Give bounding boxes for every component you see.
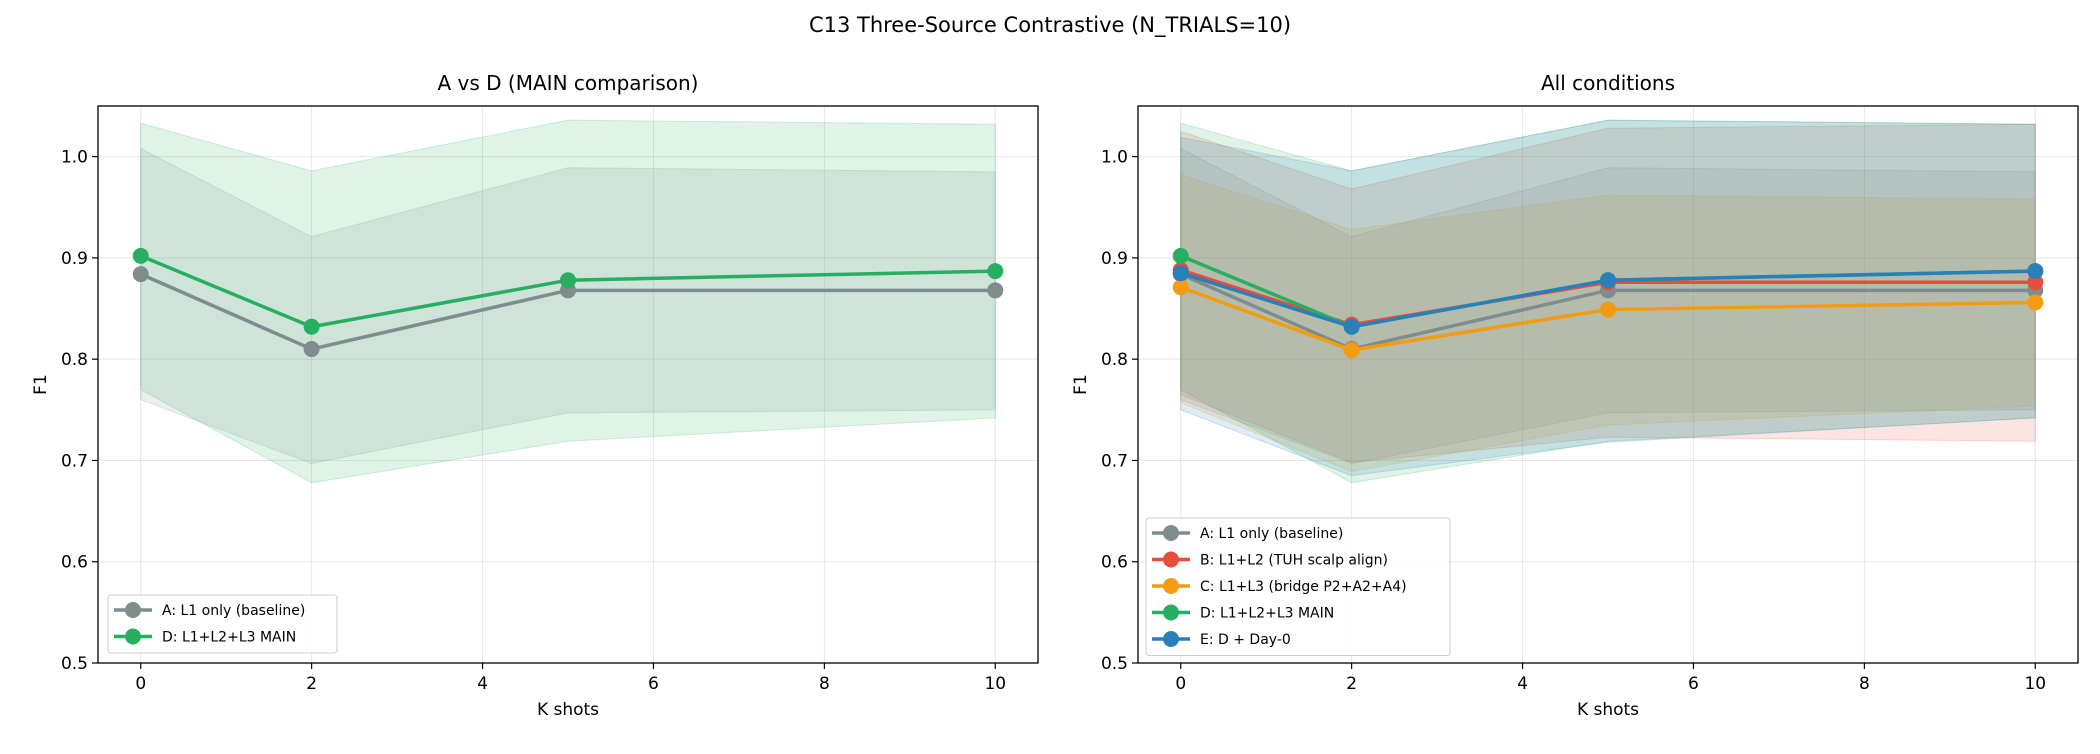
legend-marker (1163, 525, 1179, 541)
legend-item: D: L1+L2+L3 MAIN (1152, 604, 1334, 622)
subplot-a-vs-d: 0 2 4 6 8 10 0.5 0.6 0.7 0.8 0.9 1.0 A vs D (MAIN co… (31, 71, 1039, 720)
data-point (1343, 342, 1360, 359)
x-axis-label: K shots (1577, 700, 1639, 720)
y-tick-label: 0.6 (61, 553, 88, 573)
legend-marker (125, 602, 141, 618)
series-line (1180, 285, 2036, 352)
legend-label: C: L1+L3 (bridge P2+A2+A4) (1200, 579, 1407, 595)
legend-marker (125, 628, 141, 645)
legend-label: D: L1+L2+L3 MAIN (162, 630, 296, 646)
y-tick-label: 0.9 (61, 249, 88, 269)
data-point (1172, 279, 1189, 296)
subplot-title: All conditions (1541, 71, 1675, 95)
confidence-band (140, 147, 996, 465)
legend-label: D: L1+L2+L3 MAIN (1200, 606, 1334, 622)
data-point (1600, 301, 1616, 318)
legend-item: D: L1+L2+L3 MAIN (114, 628, 296, 646)
legend-marker (1163, 578, 1179, 594)
y-tick-label: 1.0 (61, 148, 88, 168)
legend-marker (1163, 551, 1179, 568)
confidence-band (1180, 174, 2036, 473)
legend-item: E: D + Day-0 (1152, 631, 1291, 648)
legend-label: A: L1 only (baseline) (1200, 526, 1343, 542)
y-tick-label: 0.7 (61, 451, 88, 471)
x-axis-label: K shots (537, 700, 599, 720)
data-point (303, 318, 320, 335)
legend: A: L1 only (baseline) B: L1+L2 (TUH scalp… (1145, 517, 1451, 656)
data-point (303, 341, 320, 358)
legend-label: A: L1 only (baseline) (162, 603, 305, 619)
legend-label: E: D + Day-0 (1200, 632, 1291, 648)
x-tick-label: 8 (1859, 674, 1870, 694)
data-point (1172, 265, 1189, 282)
y-tick-label: 0.5 (1101, 654, 1128, 674)
legend-box (1145, 517, 1451, 656)
data-point (1600, 272, 1616, 289)
subplot-title: A vs D (MAIN comparison) (438, 71, 699, 95)
legend-box (107, 594, 338, 654)
confidence-band (1180, 119, 2036, 484)
y-tick-label: 1.0 (1101, 148, 1128, 168)
figure-title: C13 Three-Source Contrastive (N_TRIALS=1… (809, 13, 1291, 38)
legend-item: A: L1 only (baseline) (1152, 525, 1343, 542)
data-point (2027, 263, 2044, 280)
x-tick-label: 8 (819, 674, 830, 694)
data-point (987, 282, 1004, 299)
y-tick-label: 0.8 (1101, 350, 1128, 370)
series-line (1180, 272, 2036, 351)
data-point (132, 247, 149, 264)
y-axis-label: F1 (31, 374, 51, 395)
series-line (1180, 269, 2036, 329)
x-tick-label: 0 (135, 674, 146, 694)
data-point (987, 263, 1004, 280)
y-tick-label: 0.8 (61, 350, 88, 370)
legend: A: L1 only (baseline) D: L1+L2+L3 MAIN (107, 594, 338, 654)
x-tick-label: 4 (477, 674, 488, 694)
legend-marker (1163, 631, 1179, 647)
y-tick-label: 0.7 (1101, 451, 1128, 471)
data-point (1343, 318, 1360, 335)
legend-item: B: L1+L2 (TUH scalp align) (1152, 551, 1388, 569)
legend-item: C: L1+L3 (bridge P2+A2+A4) (1152, 578, 1407, 595)
x-tick-label: 10 (984, 674, 1006, 694)
series-line (140, 272, 996, 351)
data-point (1172, 247, 1189, 264)
confidence-band (140, 119, 996, 484)
axes-frame (1137, 105, 2079, 664)
y-tick-label: 0.9 (1101, 249, 1128, 269)
subplot-all-conditions: 0 2 4 6 8 10 0.5 0.6 0.7 0.8 0.9 1.0 All conditions K… (1071, 71, 2079, 720)
y-axis-label: F1 (1071, 374, 1091, 395)
legend-label: B: L1+L2 (TUH scalp align) (1200, 553, 1388, 569)
data-point (2027, 274, 2044, 291)
x-tick-label: 2 (306, 674, 317, 694)
data-point (132, 266, 149, 283)
legend-marker (1163, 604, 1179, 621)
axes-frame (97, 105, 1039, 664)
y-tick-label: 0.6 (1101, 553, 1128, 573)
x-tick-label: 6 (1688, 674, 1699, 694)
x-tick-label: 0 (1175, 674, 1186, 694)
y-tick-label: 0.5 (61, 654, 88, 674)
x-tick-label: 4 (1517, 674, 1528, 694)
x-tick-label: 10 (2024, 674, 2046, 694)
data-point (560, 272, 576, 289)
legend-item: A: L1 only (baseline) (114, 602, 305, 619)
series-line (140, 254, 996, 329)
data-point (2027, 294, 2044, 311)
x-tick-label: 2 (1346, 674, 1357, 694)
x-tick-label: 6 (648, 674, 659, 694)
